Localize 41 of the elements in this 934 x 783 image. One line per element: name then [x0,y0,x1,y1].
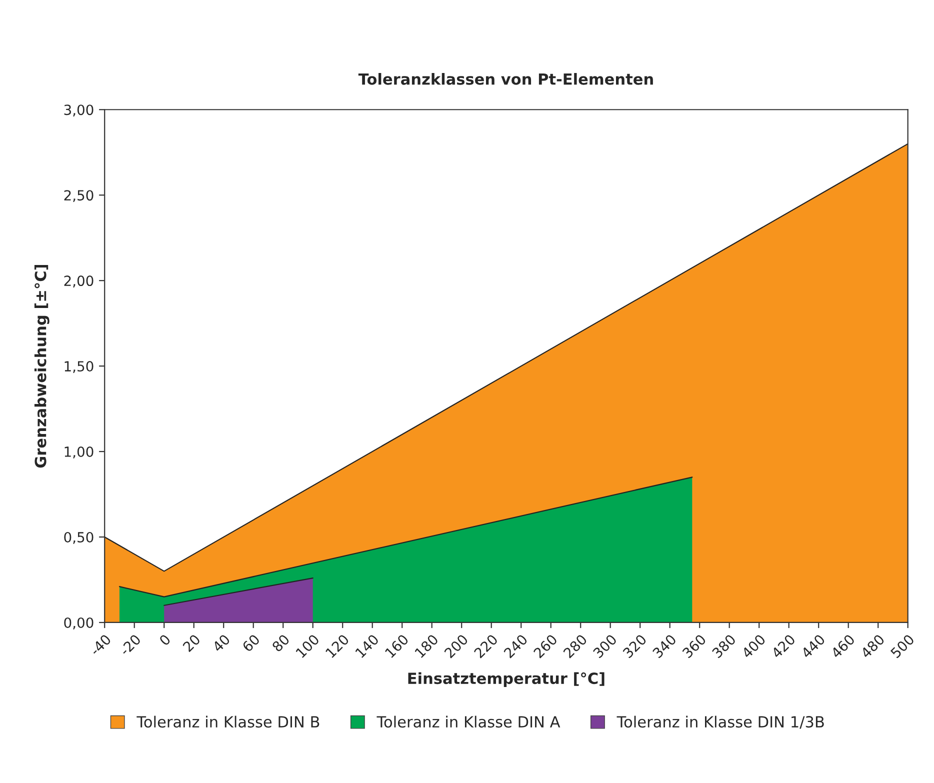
y-tick-label: 1,50 [64,361,94,373]
x-axis-title: Einsatztemperatur [°C] [408,672,604,688]
y-tick-label: 2,50 [64,190,94,202]
x-tick-label: 20 [182,634,201,652]
x-tick-label: 40 [212,634,231,653]
x-tick-label: 480 [860,634,886,659]
legend-label: Toleranz in Klasse DIN B [136,716,320,728]
x-tick-label: 340 [652,634,677,658]
x-tick-label: 140 [354,634,380,658]
x-tick-label: -40 [89,634,112,656]
x-tick-label: 460 [830,634,856,659]
x-tick-label: 240 [503,634,528,659]
y-tick-label: 2,00 [64,276,94,288]
legend-label: Toleranz in Klasse DIN A [376,716,560,728]
x-tick-label: 60 [242,634,260,652]
x-tick-label: 500 [890,634,915,658]
x-tick-label: 80 [271,634,290,652]
y-tick-label: 1,00 [64,446,94,458]
y-tick-label: 0,50 [64,532,94,544]
x-tick-label: 200 [444,634,469,659]
x-tick-label: -20 [118,634,142,656]
x-tick-label: 0 [158,634,172,646]
x-tick-label: 120 [325,634,350,658]
x-tick-label: 180 [414,634,439,658]
chart-title: Toleranzklassen von Pt-Elementen [358,73,653,85]
x-tick-label: 100 [295,634,320,658]
x-tick-label: 400 [741,634,766,659]
x-tick-label: 260 [533,634,558,659]
y-axis-title: Grenzabweichung [±°C] [34,265,50,468]
x-tick-label: 420 [770,634,796,659]
y-tick-label: 3,00 [64,104,94,117]
x-tick-label: 360 [682,634,707,658]
x-tick-label: 300 [592,634,618,658]
x-tick-label: 440 [800,634,826,659]
x-tick-label: 380 [712,634,736,658]
x-tick-label: 160 [384,634,410,658]
x-tick-label: 320 [622,634,648,658]
y-tick-label: 0,00 [64,617,94,630]
x-tick-label: 280 [562,634,588,659]
x-tick-label: 220 [474,634,498,659]
legend-label: Toleranz in Klasse DIN 1/3B [616,716,824,729]
